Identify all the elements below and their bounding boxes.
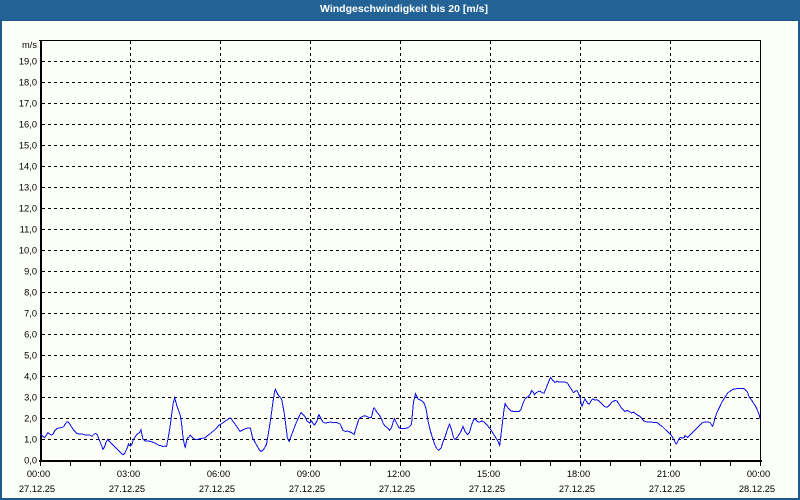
svg-text:00:00: 00:00 <box>27 469 50 479</box>
svg-text:27.12.25: 27.12.25 <box>649 484 685 494</box>
svg-text:6,0: 6,0 <box>24 329 37 339</box>
svg-text:27.12.25: 27.12.25 <box>19 484 55 494</box>
svg-text:15:00: 15:00 <box>477 469 500 479</box>
svg-text:00:00: 00:00 <box>747 469 770 479</box>
svg-text:16,0: 16,0 <box>19 119 37 129</box>
svg-text:06:00: 06:00 <box>207 469 230 479</box>
svg-text:m/s: m/s <box>22 40 37 50</box>
svg-text:9,0: 9,0 <box>24 266 37 276</box>
svg-text:13,0: 13,0 <box>19 182 37 192</box>
svg-text:19,0: 19,0 <box>19 56 37 66</box>
svg-text:Windgeschwindigkeit bis 20 [m/: Windgeschwindigkeit bis 20 [m/s] <box>320 3 488 15</box>
svg-text:10,0: 10,0 <box>19 245 37 255</box>
svg-text:5,0: 5,0 <box>24 350 37 360</box>
svg-text:27.12.25: 27.12.25 <box>469 484 505 494</box>
svg-text:4,0: 4,0 <box>24 371 37 381</box>
svg-text:3,0: 3,0 <box>24 392 37 402</box>
svg-text:1,0: 1,0 <box>24 434 37 444</box>
svg-text:15,0: 15,0 <box>19 140 37 150</box>
svg-text:27.12.25: 27.12.25 <box>289 484 325 494</box>
svg-text:09:00: 09:00 <box>297 469 320 479</box>
svg-text:27.12.25: 27.12.25 <box>199 484 235 494</box>
svg-text:12:00: 12:00 <box>387 469 410 479</box>
svg-text:27.12.25: 27.12.25 <box>379 484 415 494</box>
svg-text:7,0: 7,0 <box>24 308 37 318</box>
svg-text:27.12.25: 27.12.25 <box>109 484 145 494</box>
svg-text:18,0: 18,0 <box>19 77 37 87</box>
svg-text:14,0: 14,0 <box>19 161 37 171</box>
svg-text:0,0: 0,0 <box>24 455 37 465</box>
svg-text:11,0: 11,0 <box>20 224 37 234</box>
svg-text:18:00: 18:00 <box>567 469 590 479</box>
svg-text:12,0: 12,0 <box>19 203 37 213</box>
svg-text:21:00: 21:00 <box>657 469 680 479</box>
svg-text:8,0: 8,0 <box>24 287 37 297</box>
svg-text:27.12.25: 27.12.25 <box>559 484 595 494</box>
svg-text:03:00: 03:00 <box>117 469 140 479</box>
svg-text:2,0: 2,0 <box>24 413 37 423</box>
svg-text:17,0: 17,0 <box>19 98 37 108</box>
svg-text:28.12.25: 28.12.25 <box>739 484 775 494</box>
